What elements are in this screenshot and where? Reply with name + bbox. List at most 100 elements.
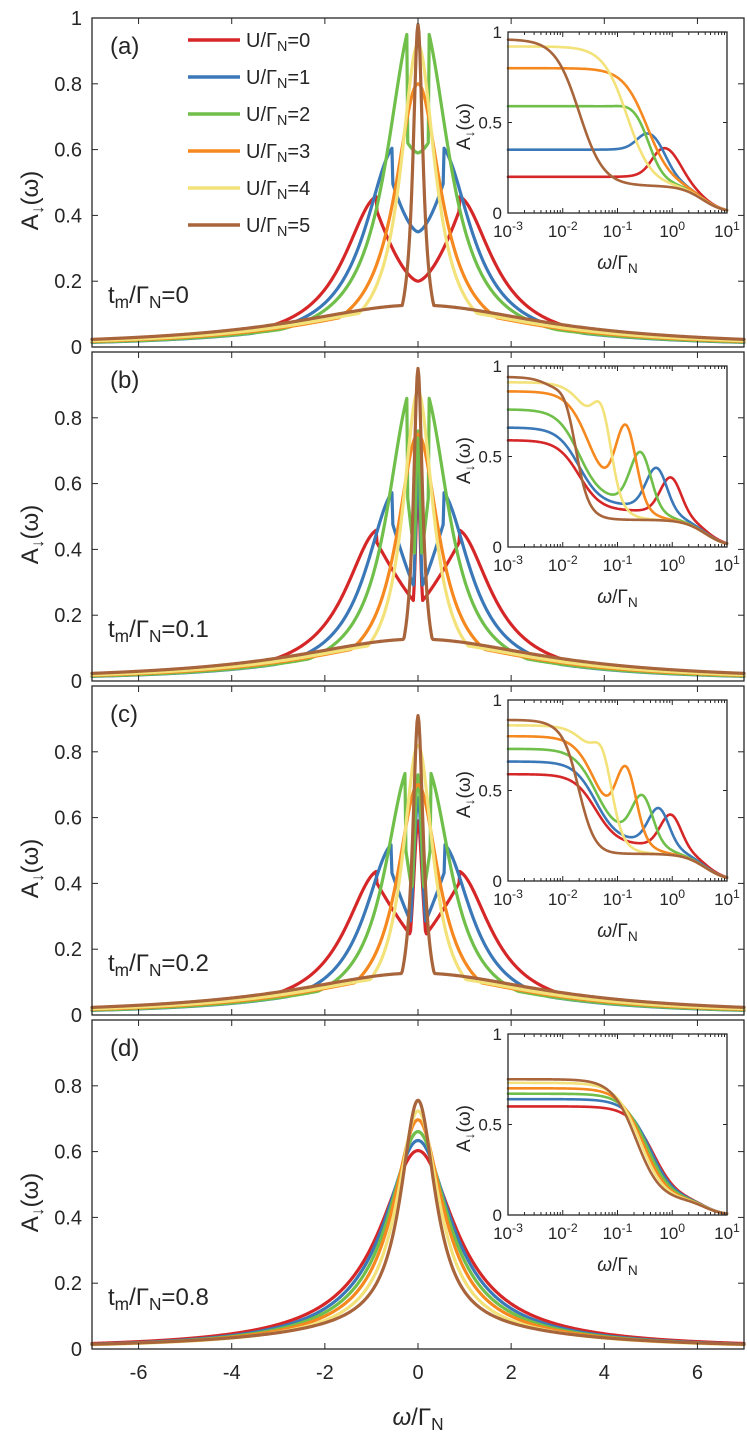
legend-entry: U/ΓN=3 xyxy=(246,141,310,166)
inset-x-tick-label-part: 0 xyxy=(678,553,685,567)
inset-x-tick-label-part: 10 xyxy=(714,890,733,909)
series-line-5 xyxy=(90,714,746,1009)
inset-x-tick-label: 101 xyxy=(714,1221,740,1243)
y-axis-label-text: A↓(ω) xyxy=(17,505,47,564)
legend-entry-part: N xyxy=(277,150,287,166)
series-line-5 xyxy=(90,1098,746,1346)
y-axis-label-text-part: ↓ xyxy=(27,206,47,215)
tm-annotation-part: /Γ xyxy=(129,616,149,643)
tm-annotation-part: N xyxy=(149,1294,161,1314)
inset-x-tick-label: 100 xyxy=(659,219,685,241)
inset-x-tick-label-part: -1 xyxy=(622,219,633,233)
inset-y-tick-label: 0 xyxy=(493,204,502,223)
x-tick-label: 0 xyxy=(412,1362,423,1384)
inset-x-tick-label: 101 xyxy=(714,219,740,241)
legend-entry-part: N xyxy=(277,224,287,240)
legend-entry-part: =1 xyxy=(287,67,310,89)
tm-annotation-part: m xyxy=(115,626,129,646)
inset-x-tick-label-part: -2 xyxy=(567,887,578,901)
inset-x-axis-label-part: /Γ xyxy=(612,921,628,942)
legend-entry-part: =2 xyxy=(287,104,310,126)
inset-x-tick-label-part: -2 xyxy=(567,1221,578,1235)
y-tick-label: 0.8 xyxy=(54,1076,82,1098)
y-axis-label-text-part: ↓ xyxy=(27,1208,47,1217)
panel-label: (b) xyxy=(110,367,139,394)
inset-y-tick-label: 0.5 xyxy=(478,114,502,133)
inset-y-axis-label-text-part: A xyxy=(454,137,475,150)
tm-annotation-part: =0.1 xyxy=(161,616,208,643)
inset-series-line-5 xyxy=(506,375,729,546)
inset-y-tick-label: 1 xyxy=(493,357,502,376)
inset-x-tick-label: 10-2 xyxy=(548,553,578,575)
inset-y-tick-label: 0 xyxy=(493,538,502,557)
inset-y-tick-label: 1 xyxy=(493,1025,502,1044)
y-axis-label-text-part: (ω) xyxy=(17,839,44,874)
inset-x-tick-label-part: 10 xyxy=(603,556,622,575)
inset-x-tick-label-part: 0 xyxy=(678,219,685,233)
inset-series-line-0 xyxy=(506,439,729,545)
panel-d: 00.20.40.60.8-6 -4 -2 0 2 4 6A↓(ω)(d)tm/ΓN=0.8… xyxy=(17,1019,746,1384)
inset-y-axis-label-text-part: A xyxy=(454,471,475,484)
y-axis-label: A↓(ω) xyxy=(17,1173,47,1232)
inset-series-line-0 xyxy=(506,146,729,212)
y-tick-label: 0.6 xyxy=(54,1142,82,1164)
y-axis-label-text-part: (ω) xyxy=(17,171,44,206)
tm-annotation-part: t xyxy=(108,282,115,309)
y-tick-label: 1 xyxy=(71,8,82,30)
y-axis-label-text-part: ↓ xyxy=(27,540,47,549)
inset-x-tick-label: 100 xyxy=(659,1221,685,1243)
inset-y-axis-label-text-part: (ω) xyxy=(454,1105,475,1133)
inset-x-axis-label-part: N xyxy=(628,595,638,610)
legend-entry-part: U/Γ xyxy=(246,30,277,52)
y-tick-label: 0.2 xyxy=(54,1273,82,1295)
legend: U/ΓN=0U/ΓN=1U/ΓN=2U/ΓN=3U/ΓN=4U/ΓN=5 xyxy=(188,30,310,240)
inset-x-tick-label-part: -1 xyxy=(622,553,633,567)
inset-y-tick-label: 0 xyxy=(493,872,502,891)
y-tick-label: 0.8 xyxy=(54,74,82,96)
y-tick-label: 0 xyxy=(71,337,82,359)
inset-x-tick-label-part: 1 xyxy=(733,219,740,233)
inset-x-tick-label-part: 10 xyxy=(659,890,678,909)
inset-y-axis-label-text: A↓(ω) xyxy=(454,771,477,818)
x-axis-label-part: ω xyxy=(392,1404,411,1431)
tm-annotation-part: /Γ xyxy=(129,1284,149,1311)
inset-series-line-1 xyxy=(506,760,729,879)
x-tick-label: -6 xyxy=(130,1362,148,1384)
inset-x-tick-label-part: 0 xyxy=(678,887,685,901)
panel-label: (a) xyxy=(110,33,139,60)
series-line-5 xyxy=(90,366,746,675)
y-tick-label: 0.4 xyxy=(54,1207,82,1229)
inset-y-axis-label-text-part: (ω) xyxy=(454,437,475,465)
inset-x-axis-label-part: ω xyxy=(597,253,612,274)
legend-entry-part: =0 xyxy=(287,30,310,52)
inset-y-axis-label: A↓(ω) xyxy=(454,1105,477,1152)
y-tick-label: 0.6 xyxy=(54,808,82,830)
tm-annotation-part: =0 xyxy=(161,282,188,309)
y-tick-label: 0.6 xyxy=(54,140,82,162)
inset-series-line-3 xyxy=(506,66,729,212)
inset-x-tick-label-part: 10 xyxy=(493,556,512,575)
tm-annotation-part: m xyxy=(115,292,129,312)
legend-entry-part: U/Γ xyxy=(246,104,277,126)
inset-x-tick-label-part: 10 xyxy=(493,222,512,241)
inset-y-axis-label: A↓(ω) xyxy=(454,771,477,818)
y-axis-label-text: A↓(ω) xyxy=(17,839,47,898)
y-axis-label: A↓(ω) xyxy=(17,171,47,230)
tm-annotation-part: =0.8 xyxy=(161,1284,208,1311)
y-tick-label: 0.4 xyxy=(54,539,82,561)
legend-entry-part: U/Γ xyxy=(246,141,277,163)
series-line-0 xyxy=(90,195,746,344)
inset-y-axis-label-text-part: ↓ xyxy=(462,1132,477,1139)
inset-x-tick-label-part: 10 xyxy=(714,222,733,241)
y-tick-label: 0.6 xyxy=(54,474,82,496)
y-axis-label-text-part: A xyxy=(17,882,44,898)
inset-x-tick-label-part: 10 xyxy=(659,222,678,241)
inset-x-axis-label-part: N xyxy=(628,1263,638,1278)
tm-annotation: tm/ΓN=0.1 xyxy=(108,616,209,646)
inset-x-tick-label: 10-1 xyxy=(603,887,633,909)
inset-y-tick-label: 1 xyxy=(493,691,502,710)
inset-x-tick-label: 100 xyxy=(659,553,685,575)
